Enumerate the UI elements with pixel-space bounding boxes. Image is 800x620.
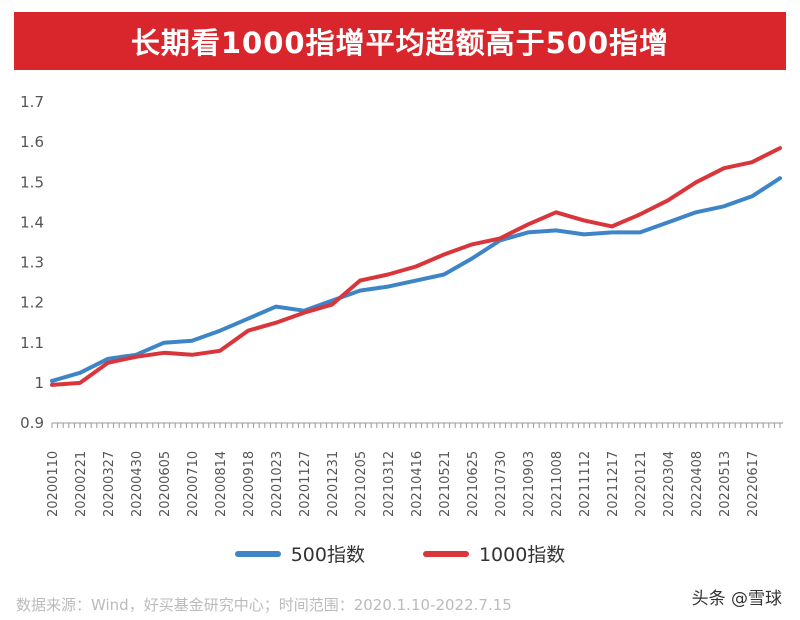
x-tick-label: 20220513 — [718, 451, 733, 517]
x-tick-label: 20210521 — [438, 451, 453, 517]
x-tick-label: 20211008 — [550, 451, 565, 517]
chart-title: 长期看1000指增平均超额高于500指增 — [14, 12, 786, 70]
y-tick-label: 1.4 — [20, 213, 44, 231]
x-tick-label: 20211217 — [606, 451, 621, 517]
x-tick-label: 20201231 — [326, 451, 341, 517]
x-tick-label: 20220617 — [746, 451, 761, 517]
x-tick-label: 20201023 — [270, 451, 285, 517]
x-tick-label: 20200221 — [74, 451, 89, 517]
y-tick-label: 1.2 — [20, 294, 44, 312]
legend-label-1000: 1000指数 — [478, 544, 566, 566]
y-tick-label: 0.9 — [20, 414, 44, 432]
series-line-500 — [50, 176, 782, 383]
y-tick-label: 1.6 — [20, 133, 44, 151]
y-tick-label: 1.3 — [20, 254, 44, 272]
y-tick-label: 1.5 — [20, 173, 44, 191]
x-tick-label: 20200430 — [130, 451, 145, 517]
x-tick-label: 20220121 — [634, 451, 649, 517]
y-tick-label: 1.1 — [20, 334, 44, 352]
legend-label-500: 500指数 — [290, 544, 365, 566]
x-tick-label: 20210205 — [354, 451, 369, 517]
x-tick-label: 20210903 — [522, 451, 537, 517]
x-tick-label: 20210625 — [466, 451, 481, 517]
x-tick-label: 20200110 — [46, 451, 61, 517]
legend-item-1000: 1000指数 — [422, 540, 566, 567]
x-tick-label: 20200814 — [214, 451, 229, 517]
y-tick-label: 1.7 — [20, 93, 44, 111]
y-tick-label: 1 — [34, 374, 44, 392]
x-tick-label: 20200327 — [102, 451, 117, 517]
legend-item-500: 500指数 — [234, 540, 365, 567]
x-tick-label: 20211112 — [578, 451, 593, 517]
data-source-note: 数据来源：Wind，好买基金研究中心；时间范围：2020.1.10-2022.7… — [16, 596, 512, 614]
watermark: 头条 @雪球 — [691, 589, 782, 609]
x-tick-label: 20210730 — [494, 451, 509, 517]
x-tick-label: 20200710 — [186, 451, 201, 517]
x-tick-label: 20220408 — [690, 451, 705, 517]
x-tick-label: 20200605 — [158, 451, 173, 517]
legend-swatch-500 — [234, 550, 281, 557]
x-tick-label: 20220304 — [662, 451, 677, 517]
x-tick-label: 20201127 — [298, 451, 313, 517]
x-tick-label: 20200918 — [242, 451, 257, 517]
legend: 500指数 1000指数 — [0, 540, 800, 567]
line-chart: 0.9 1 1.1 1.2 1.3 1.4 1.5 1.6 1.7 20200110 2020022… — [20, 93, 783, 517]
x-tick-label: 20210416 — [410, 451, 425, 517]
legend-swatch-1000 — [422, 550, 469, 557]
x-tick-label: 20210312 — [382, 451, 397, 517]
